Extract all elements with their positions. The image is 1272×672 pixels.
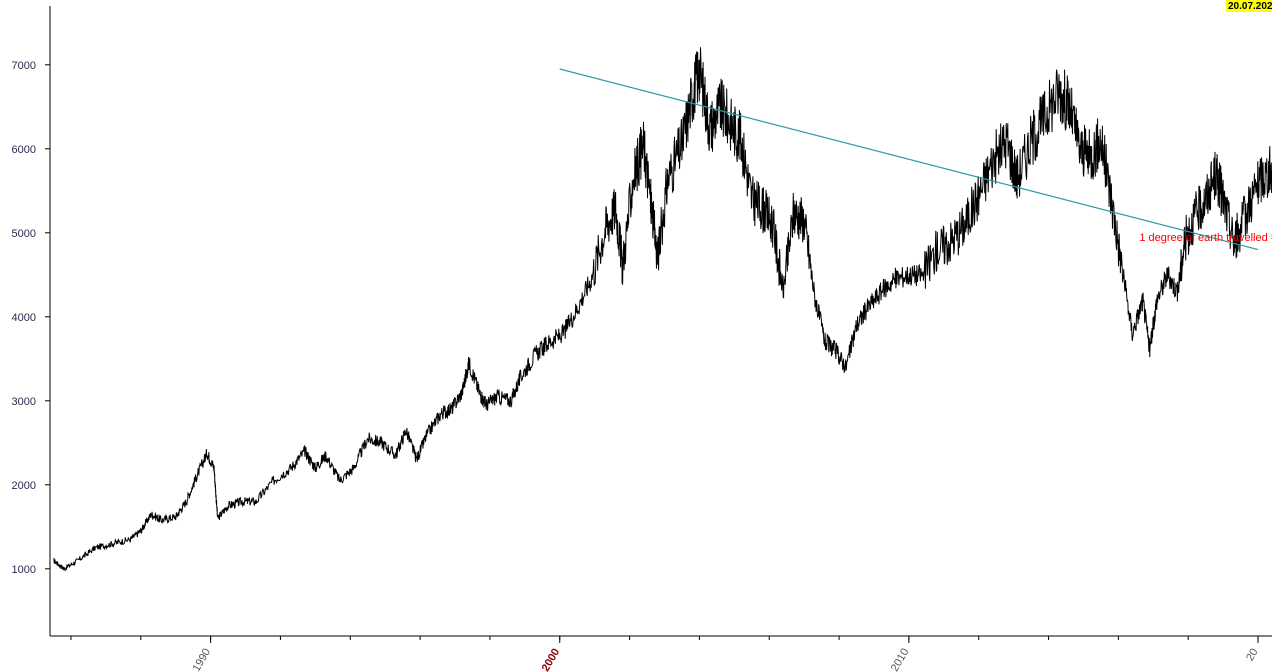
x-tick-label: 2000 [540, 647, 563, 672]
y-axis: 1000 2000 3000 4000 5000 6000 7000 [12, 6, 51, 636]
chart-annotations: 5741.371 degree of earth travelled =0.3 … [1139, 232, 1272, 244]
x-axis: 1990 2000 2010 20 [50, 635, 1272, 672]
y-tick-label: 4000 [12, 312, 36, 324]
y-tick-label: 2000 [12, 480, 36, 492]
trendline [559, 68, 1259, 251]
y-tick-label: 1000 [12, 564, 36, 576]
x-tick-label: 1990 [191, 647, 214, 672]
y-tick-label: 5000 [12, 228, 36, 240]
date-badge-text: 20.07.202 [1228, 1, 1272, 12]
price-series-line [53, 47, 1272, 572]
chart-annotation: 1 degree of earth travelled =0.3 points [1139, 232, 1272, 244]
y-ticks: 1000 2000 3000 4000 5000 6000 7000 [12, 60, 50, 576]
date-badge-background [1226, 0, 1272, 12]
plot-series [53, 47, 1272, 572]
date-badge: 20.07.202 [1226, 0, 1272, 12]
x-ticks: 1990 2000 2010 20 [70, 636, 1261, 672]
x-tick-label: 20 [1244, 647, 1261, 664]
y-tick-label: 6000 [12, 144, 36, 156]
y-tick-label: 3000 [12, 396, 36, 408]
y-tick-label: 7000 [12, 60, 36, 72]
x-tick-label: 2010 [889, 647, 912, 672]
